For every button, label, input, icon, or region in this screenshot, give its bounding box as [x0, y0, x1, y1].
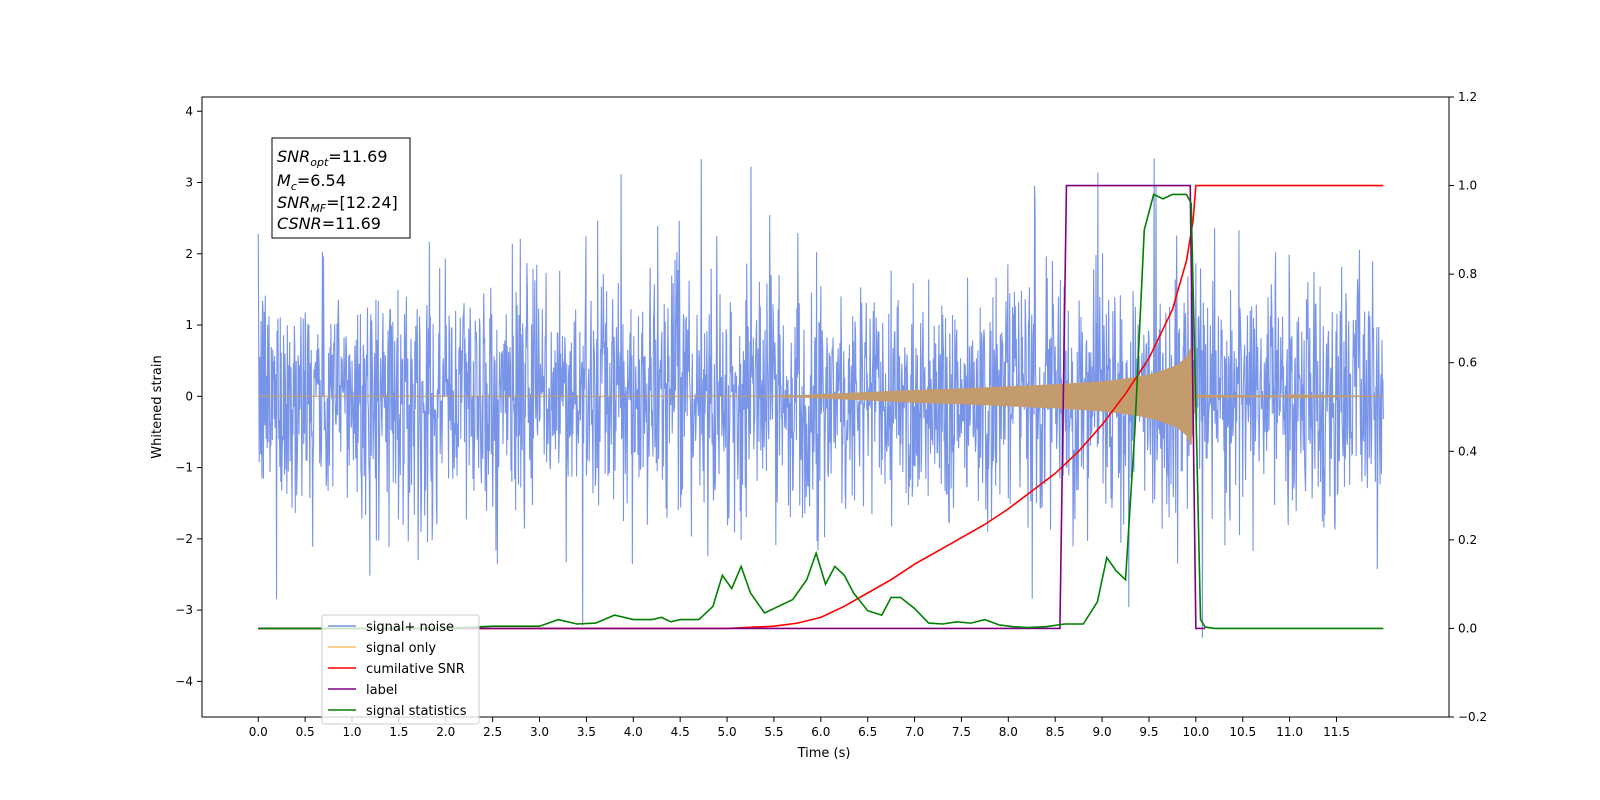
- x-axis-label: Time (s): [797, 746, 851, 761]
- legend-label-signal-statistics: signal statistics: [366, 704, 467, 719]
- x-tick-label: 3.0: [530, 725, 549, 739]
- series-cumilative-snr: [258, 184, 1384, 630]
- legend: signal+ noise signal only cumilative SNR…: [321, 614, 480, 725]
- annotation-snr-opt: SNRopt=11.69: [277, 147, 388, 169]
- series-signal-statistics: [258, 193, 1384, 630]
- y-tick-label: 2: [185, 247, 193, 261]
- x-tick-label: 1.5: [389, 725, 408, 739]
- x-tick-label: 3.5: [577, 725, 596, 739]
- x-tick-label: 0.0: [249, 725, 268, 739]
- legend-label-label: label: [366, 683, 397, 698]
- x-tick-label: 9.0: [1093, 725, 1112, 739]
- x-tick-label: 2.0: [436, 725, 455, 739]
- x-tick-label: 6.0: [811, 725, 830, 739]
- plot-frame: [201, 96, 1450, 718]
- annotation-frame: [271, 137, 411, 239]
- y-axis-label: Whitened strain: [150, 355, 165, 458]
- annotation-box: SNRopt=11.69 Mc=6.54 SNRMF=[12.24] CSNR=…: [271, 137, 411, 239]
- annotation-snr-mf: SNRMF=[12.24]: [277, 193, 398, 215]
- legend-frame: [321, 614, 480, 725]
- x-tick-label: 11.5: [1323, 725, 1350, 739]
- y-tick-label: 1: [185, 318, 193, 332]
- y2-tick-label: 1.2: [1458, 90, 1477, 104]
- annotation-csnr: CSNR=11.69: [277, 214, 381, 233]
- x-tick-label: 8.0: [999, 725, 1018, 739]
- legend-label-cumulative-snr: cumilative SNR: [366, 662, 465, 677]
- x-tick-label: 7.5: [952, 725, 971, 739]
- x-tick-label: 4.5: [671, 725, 690, 739]
- series-label: [258, 184, 1206, 630]
- y2-tick-label: 1.0: [1458, 179, 1477, 193]
- annotation-chirp-mass: Mc=6.54: [277, 171, 346, 193]
- x-tick-label: 9.5: [1139, 725, 1158, 739]
- x-tick-label: 10.5: [1229, 725, 1256, 739]
- x-tick-label: 0.5: [296, 725, 315, 739]
- x-tick-label: 2.5: [483, 725, 502, 739]
- y2-tick-label: −0.2: [1458, 710, 1487, 724]
- x-tick-label: 5.0: [718, 725, 737, 739]
- x-tick-label: 11.0: [1276, 725, 1303, 739]
- y2-tick-label: 0.6: [1458, 356, 1477, 370]
- series-layer: [257, 158, 1384, 638]
- x-tick-label: 7.0: [905, 725, 924, 739]
- x-tick-label: 4.0: [624, 725, 643, 739]
- x-tick-label: 5.5: [764, 725, 783, 739]
- y-tick-label: 0: [185, 389, 193, 403]
- y2-tick-label: 0.8: [1458, 267, 1477, 281]
- y-tick-label: −3: [175, 603, 193, 617]
- y-tick-label: −2: [175, 532, 193, 546]
- y2-tick-label: 0.0: [1458, 621, 1477, 635]
- y-tick-label: 4: [185, 104, 193, 118]
- y2-tick-label: 0.4: [1458, 444, 1477, 458]
- y2-tick-label: 0.2: [1458, 533, 1477, 547]
- y-tick-label: 3: [185, 176, 193, 190]
- axes-layer: 0.0 0.5 1.0 1.5 2.0 2.5 3.0 3.5 4.0 4.5 5.0 5.5 6.0 6…: [175, 90, 1487, 739]
- x-tick-label: 6.5: [858, 725, 877, 739]
- x-tick-label: 8.5: [1046, 725, 1065, 739]
- legend-label-signal-noise: signal+ noise: [366, 620, 454, 635]
- series-signal-noise: [257, 158, 1384, 638]
- y-tick-label: −1: [175, 461, 193, 475]
- x-tick-label: 1.0: [342, 725, 361, 739]
- y-tick-label: −4: [175, 674, 193, 688]
- legend-label-signal-only: signal only: [366, 641, 436, 656]
- x-tick-label: 10.0: [1182, 725, 1209, 739]
